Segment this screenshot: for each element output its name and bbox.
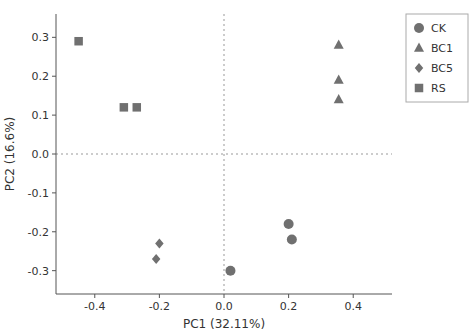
y-tick-label: 0.3 <box>32 31 50 44</box>
point <box>155 238 164 248</box>
point <box>334 75 344 84</box>
point <box>152 254 161 264</box>
x-tick <box>224 294 225 298</box>
series-1 <box>334 40 344 104</box>
zero-line-x <box>224 14 225 294</box>
legend-box <box>406 14 468 102</box>
x-tick <box>353 294 354 298</box>
x-tick <box>94 294 95 298</box>
y-tick <box>52 192 56 193</box>
axes: -0.4 -0.2 0.0 0.2 0.4 -0.3 -0.2 -0.1 0.0 0.1 0.2 0.… <box>28 14 392 313</box>
y-tick <box>52 154 56 155</box>
legend-marker <box>414 23 424 33</box>
y-tick-label: 0.1 <box>32 109 50 122</box>
x-tick-label: 0.4 <box>344 300 362 313</box>
y-tick-label: -0.3 <box>28 265 49 278</box>
page: {"chart_data": { "type": "scatter", "xla… <box>0 0 474 336</box>
y-axis-label: PC2 (16.6%) <box>3 117 17 192</box>
point <box>334 94 344 103</box>
y-tick <box>52 37 56 38</box>
y-tick <box>52 270 56 271</box>
x-tick <box>288 294 289 298</box>
y-tick <box>52 76 56 77</box>
point <box>284 219 294 229</box>
y-tick <box>52 231 56 232</box>
legend-label: CK <box>431 22 447 35</box>
legend-label: BC1 <box>431 42 453 55</box>
legend-label: RS <box>431 82 446 95</box>
y-tick <box>52 115 56 116</box>
legend: CK BC1 BC5 RS <box>406 14 468 102</box>
x-tick-label: -0.4 <box>84 300 105 313</box>
x-tick-label: -0.2 <box>149 300 170 313</box>
legend-marker <box>415 84 424 93</box>
series-0 <box>225 219 296 276</box>
legend-label: BC5 <box>431 62 453 75</box>
legend-marker <box>415 63 424 73</box>
point <box>225 266 235 276</box>
chart: -0.4 -0.2 0.0 0.2 0.4 -0.3 -0.2 -0.1 0.0 0.1 0.2 0.… <box>0 0 474 336</box>
y-tick-label: -0.1 <box>28 187 49 200</box>
legend-marker <box>414 43 424 52</box>
x-tick-label: 0.0 <box>215 300 233 313</box>
point <box>120 103 129 112</box>
point <box>287 235 297 245</box>
series-3 <box>74 37 141 112</box>
point <box>133 103 142 112</box>
y-tick-label: 0.0 <box>32 148 50 161</box>
zero-line-y <box>56 154 392 155</box>
y-tick-label: 0.2 <box>32 70 50 83</box>
x-tick <box>159 294 160 298</box>
x-tick-label: 0.2 <box>280 300 298 313</box>
point <box>74 37 83 46</box>
series-2 <box>152 238 164 264</box>
x-axis-label: PC1 (32.11%) <box>183 317 265 331</box>
zero-lines <box>56 14 392 294</box>
y-tick-label: -0.2 <box>28 226 49 239</box>
point <box>334 40 344 49</box>
points <box>74 37 343 276</box>
